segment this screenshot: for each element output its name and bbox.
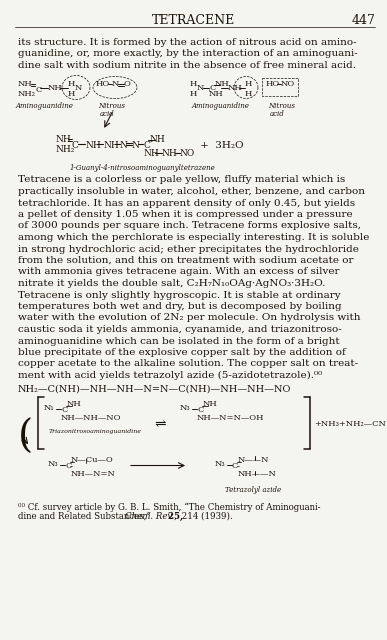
Text: NH: NH [55,136,71,145]
Text: +NH₃+NH₂—CN: +NH₃+NH₂—CN [314,419,386,428]
Text: HO: HO [266,81,280,88]
Text: C: C [197,406,204,413]
Text: acid: acid [100,111,115,118]
Text: NH: NH [143,150,159,159]
Text: TETRACENE: TETRACENE [151,14,235,27]
Text: Nitrous: Nitrous [98,102,125,111]
Text: NH—N=N: NH—N=N [71,470,116,479]
Text: NH: NH [103,141,119,150]
Text: NH—NH—NO: NH—NH—NO [61,415,122,422]
Text: NH: NH [67,401,82,408]
Text: NH₂: NH₂ [18,90,36,97]
Text: 25,: 25, [165,512,183,521]
Text: N: N [132,141,140,150]
Text: H: H [190,81,197,88]
Text: C: C [35,86,41,93]
Text: 1-Guanyl-4-nitrosoaminoguanyltetrazene: 1-Guanyl-4-nitrosoaminoguanyltetrazene [70,163,216,172]
Text: C: C [61,406,67,413]
Text: Tetracene is a colorless or pale yellow, fluffy material which is: Tetracene is a colorless or pale yellow,… [18,175,345,184]
Text: N: N [197,84,204,93]
Text: N₁: N₁ [44,404,55,413]
Text: C: C [143,141,150,150]
Text: NH—N=N—OH: NH—N=N—OH [197,415,264,422]
Text: ⇌: ⇌ [154,417,166,431]
Text: dine and Related Substances,”: dine and Related Substances,” [18,512,154,521]
Text: HO: HO [96,81,110,88]
Text: N: N [120,141,128,150]
Text: H: H [245,90,252,97]
Text: tetrachloride. It has an apparent density of only 0.45, but yields: tetrachloride. It has an apparent densit… [18,198,355,207]
Text: H: H [245,81,252,88]
Text: N: N [112,81,119,88]
Text: aminoguanidine which can be isolated in the form of a bright: aminoguanidine which can be isolated in … [18,337,340,346]
Text: (: ( [18,419,33,456]
Text: C: C [72,141,79,150]
Text: C: C [232,461,238,470]
Text: N——N: N——N [238,456,269,463]
Text: H: H [68,90,75,97]
Text: caustic soda it yields ammonia, cyanamide, and triazonitroso-: caustic soda it yields ammonia, cyanamid… [18,325,342,334]
Text: NH: NH [228,84,243,93]
Text: Aminoguanidine: Aminoguanidine [192,102,250,111]
Text: with ammonia gives tetracene again. With an excess of silver: with ammonia gives tetracene again. With… [18,268,339,276]
Text: N₃: N₃ [215,461,226,468]
Text: NO: NO [180,150,195,159]
Text: guanidine, or, more exactly, by the interaction of an aminoguani-: guanidine, or, more exactly, by the inte… [18,49,358,58]
Text: NO: NO [281,81,295,88]
Text: acid: acid [270,111,285,118]
Text: dine salt with sodium nitrite in the absence of free mineral acid.: dine salt with sodium nitrite in the abs… [18,61,356,70]
Text: O: O [124,81,131,88]
Text: from the solution, and this on treatment with sodium acetate or: from the solution, and this on treatment… [18,256,353,265]
Text: N: N [75,84,82,93]
Text: NH: NH [85,141,101,150]
Text: ⁰⁰ Cf. survey article by G. B. L. Smith, “The Chemistry of Aminoguani-: ⁰⁰ Cf. survey article by G. B. L. Smith,… [18,502,320,512]
Text: nitrate it yields the double salt, C₂H₇N₁₀OAg·AgNO₃·3H₂O.: nitrate it yields the double salt, C₂H₇N… [18,279,325,288]
Text: C: C [209,84,216,93]
Text: Nitrous: Nitrous [268,102,295,111]
Text: its structure. It is formed by the action of nitrous acid on amino-: its structure. It is formed by the actio… [18,38,357,47]
Text: +  3H₂O: + 3H₂O [200,141,244,150]
Text: NH: NH [162,150,178,159]
Text: NH₂—C(NH)—NH—NH—N=N—C(NH)—NH—NH—NO: NH₂—C(NH)—NH—NH—N=N—C(NH)—NH—NH—NO [18,385,291,394]
Text: water with the evolution of 2N₂ per molecule. On hydrolysis with: water with the evolution of 2N₂ per mole… [18,314,361,323]
Text: NH₂: NH₂ [55,145,74,154]
Text: ment with acid yields tetrazolyl azide (5-azidotetrazole).⁰⁰: ment with acid yields tetrazolyl azide (… [18,371,322,380]
Text: Aminoguanidine: Aminoguanidine [16,102,74,111]
Text: NH: NH [215,81,230,88]
Text: NH: NH [48,84,63,93]
Text: temperatures both wet and dry, but is decomposed by boiling: temperatures both wet and dry, but is de… [18,302,342,311]
Text: NH: NH [203,401,218,408]
Text: N—Cu—O: N—Cu—O [71,456,114,463]
Text: 214 (1939).: 214 (1939). [179,512,233,521]
Text: Triazonitrosoaminoguanidine: Triazonitrosoaminoguanidine [49,429,142,433]
Text: Tetrazolyl azide: Tetrazolyl azide [225,486,281,495]
Text: among which the perchlorate is especially interesting. It is soluble: among which the perchlorate is especiall… [18,233,369,242]
Text: practically insoluble in water, alcohol, ether, benzene, and carbon: practically insoluble in water, alcohol,… [18,187,365,196]
Text: N₃: N₃ [180,404,191,413]
Text: a pellet of density 1.05 when it is compressed under a pressure: a pellet of density 1.05 when it is comp… [18,210,353,219]
Text: C: C [65,461,71,470]
Text: NH——N: NH——N [238,470,277,479]
Text: N₃: N₃ [48,461,58,468]
Text: Tetracene is only slightly hygroscopic. It is stable at ordinary: Tetracene is only slightly hygroscopic. … [18,291,341,300]
Text: blue precipitate of the explosive copper salt by the addition of: blue precipitate of the explosive copper… [18,348,346,357]
Text: in strong hydrochloric acid; ether precipitates the hydrochloride: in strong hydrochloric acid; ether preci… [18,244,359,253]
Text: Chem. Rev.,: Chem. Rev., [125,512,177,521]
Text: of 3000 pounds per square inch. Tetracene forms explosive salts,: of 3000 pounds per square inch. Tetracen… [18,221,361,230]
Text: H: H [68,81,75,88]
Text: NH: NH [18,81,33,88]
Text: 447: 447 [351,14,375,27]
Text: H: H [190,90,197,97]
Text: NH: NH [209,90,224,97]
Text: copper acetate to the alkaline solution. The copper salt on treat-: copper acetate to the alkaline solution.… [18,360,358,369]
Text: NH: NH [149,136,165,145]
